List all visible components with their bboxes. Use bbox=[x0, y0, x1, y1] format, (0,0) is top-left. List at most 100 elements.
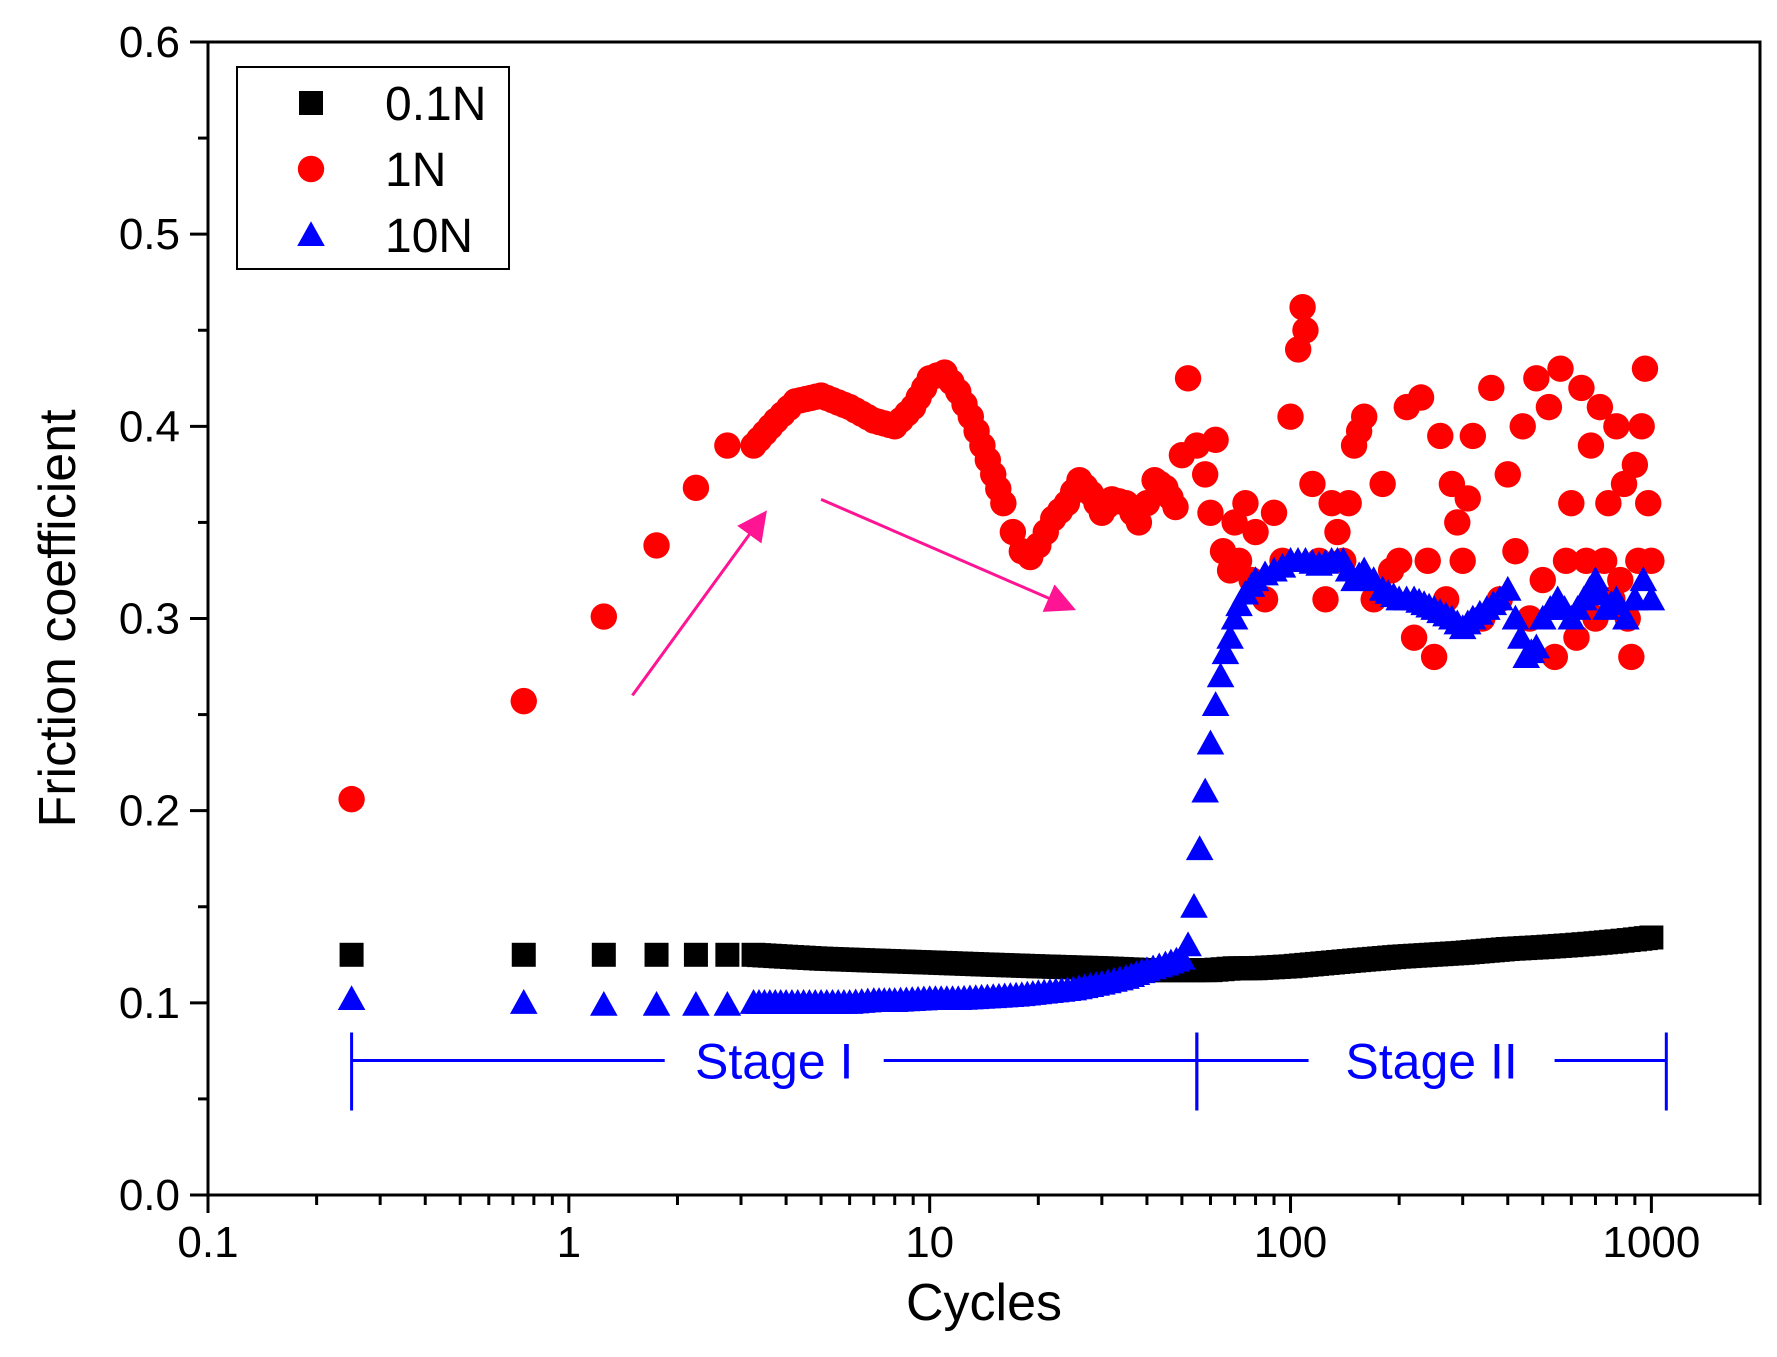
data-point bbox=[1220, 604, 1249, 630]
data-point bbox=[590, 990, 618, 1016]
data-point bbox=[1590, 547, 1618, 575]
data-point bbox=[1211, 639, 1240, 665]
data-point bbox=[1552, 547, 1580, 575]
data-point bbox=[337, 985, 366, 1011]
data-point bbox=[1523, 365, 1550, 392]
data-point bbox=[1577, 432, 1605, 459]
data-point bbox=[1509, 413, 1536, 440]
data-point bbox=[1493, 575, 1522, 601]
legend-box bbox=[236, 66, 510, 270]
y-tick-label: 0.0 bbox=[119, 1171, 180, 1220]
data-point bbox=[1369, 470, 1396, 498]
data-point bbox=[990, 490, 1017, 517]
data-point bbox=[1639, 925, 1664, 950]
legend: 0.1N 1N 10N bbox=[236, 66, 510, 270]
data-point bbox=[1568, 374, 1595, 402]
data-point bbox=[1299, 470, 1326, 498]
data-point bbox=[1191, 461, 1219, 488]
stage-range: Stage II bbox=[1195, 1032, 1668, 1111]
legend-marker bbox=[299, 91, 323, 115]
stage-label: Stage II bbox=[1345, 1033, 1517, 1089]
data-point bbox=[1385, 547, 1413, 575]
data-point bbox=[1162, 493, 1189, 521]
data-point bbox=[1454, 485, 1481, 512]
data-point bbox=[643, 532, 670, 559]
data-point bbox=[1225, 547, 1253, 575]
data-point bbox=[682, 990, 710, 1016]
data-point bbox=[1459, 422, 1487, 450]
data-point bbox=[591, 942, 616, 967]
data-point bbox=[1201, 691, 1230, 717]
data-point bbox=[1612, 604, 1640, 630]
data-point bbox=[510, 687, 537, 715]
data-point bbox=[1586, 393, 1614, 421]
legend-label: 1N bbox=[385, 144, 446, 197]
x-tick-label: 1 bbox=[557, 1218, 581, 1267]
data-point bbox=[1637, 585, 1666, 611]
stage-range: Stage I bbox=[350, 1032, 1199, 1111]
data-point bbox=[1595, 490, 1622, 517]
series-10N bbox=[337, 547, 1666, 1016]
data-point bbox=[1535, 393, 1563, 421]
data-point bbox=[1522, 633, 1551, 659]
data-point bbox=[1558, 490, 1585, 517]
data-point bbox=[1607, 566, 1634, 594]
data-point bbox=[1618, 643, 1645, 671]
data-point bbox=[1180, 892, 1208, 918]
data-point bbox=[682, 474, 710, 502]
data-point bbox=[590, 603, 618, 630]
data-point bbox=[1629, 566, 1658, 592]
y-tick-label: 0.3 bbox=[119, 595, 180, 644]
data-point bbox=[1602, 585, 1631, 611]
data-point bbox=[1260, 499, 1288, 527]
y-tick-label: 0.4 bbox=[119, 402, 180, 451]
data-point bbox=[509, 989, 538, 1014]
data-point bbox=[1196, 729, 1225, 755]
data-point bbox=[1232, 490, 1259, 517]
trend-arrow bbox=[820, 497, 1077, 612]
data-point bbox=[644, 942, 669, 967]
data-point bbox=[1414, 547, 1441, 575]
data-point bbox=[511, 942, 536, 967]
data-point bbox=[1501, 604, 1530, 630]
data-point bbox=[642, 990, 671, 1016]
data-point bbox=[1350, 403, 1378, 430]
legend-label: 0.1N bbox=[385, 78, 486, 131]
y-tick-label: 0.2 bbox=[119, 787, 180, 836]
annotation-layer: Stage I Stage II bbox=[350, 497, 1668, 1111]
y-tick-label: 0.6 bbox=[119, 18, 180, 67]
x-axis: 0.1 1 10 100 1000 bbox=[177, 1195, 1762, 1267]
series-layer bbox=[337, 293, 1666, 1016]
data-point bbox=[1638, 547, 1665, 575]
x-axis-title: Cycles bbox=[906, 1274, 1062, 1332]
y-axis: 0.0 0.1 0.2 0.3 0.4 0.5 0.6 bbox=[119, 18, 208, 1220]
data-point bbox=[1289, 293, 1316, 321]
x-tick-label: 1000 bbox=[1602, 1218, 1700, 1267]
data-point bbox=[1621, 451, 1649, 478]
data-point bbox=[1547, 355, 1574, 382]
y-tick-label: 0.5 bbox=[119, 210, 180, 259]
data-point bbox=[1407, 384, 1435, 411]
data-point bbox=[1541, 643, 1569, 671]
data-point bbox=[1168, 944, 1196, 970]
legend-label: 10N bbox=[385, 210, 473, 263]
data-point bbox=[1529, 566, 1556, 594]
data-point bbox=[1277, 403, 1304, 430]
data-point bbox=[1420, 643, 1448, 671]
data-point bbox=[1631, 355, 1659, 382]
stage-label: Stage I bbox=[695, 1033, 853, 1089]
data-point bbox=[1206, 662, 1235, 688]
data-point bbox=[1400, 624, 1428, 651]
data-point bbox=[1292, 317, 1319, 344]
data-point bbox=[1216, 623, 1244, 649]
data-point bbox=[1324, 518, 1351, 546]
data-point bbox=[1242, 518, 1269, 546]
x-tick-label: 0.1 bbox=[177, 1218, 238, 1267]
data-point bbox=[338, 785, 365, 813]
data-point bbox=[1427, 422, 1454, 450]
data-point bbox=[1191, 777, 1219, 803]
legend-marker bbox=[297, 221, 325, 247]
data-point bbox=[1449, 547, 1476, 575]
data-point bbox=[1494, 461, 1521, 488]
